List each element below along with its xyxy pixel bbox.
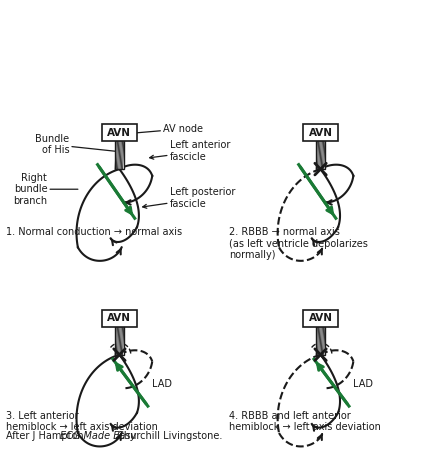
FancyBboxPatch shape <box>303 310 338 327</box>
Text: 1. Normal conduction → normal axis: 1. Normal conduction → normal axis <box>6 227 182 237</box>
Text: ECG Made Easy: ECG Made Easy <box>60 431 137 441</box>
FancyBboxPatch shape <box>303 124 338 141</box>
FancyBboxPatch shape <box>316 140 325 169</box>
Text: AVN: AVN <box>308 313 333 323</box>
Text: AVN: AVN <box>107 128 132 138</box>
Text: LAD: LAD <box>353 379 374 389</box>
Text: Churchill Livingstone.: Churchill Livingstone. <box>114 431 223 441</box>
Text: After J Hampton: After J Hampton <box>6 431 87 441</box>
Text: AVN: AVN <box>107 313 132 323</box>
Text: Bundle
of His: Bundle of His <box>35 134 115 155</box>
Text: 3. Left anterior
hemiblock → left axis deviation: 3. Left anterior hemiblock → left axis d… <box>6 410 158 432</box>
Text: Left anterior
fascicle: Left anterior fascicle <box>150 140 230 162</box>
FancyBboxPatch shape <box>316 326 325 355</box>
Text: Right
bundle
branch: Right bundle branch <box>13 173 78 206</box>
Text: AVN: AVN <box>308 128 333 138</box>
Text: 4. RBBB and left anterior
hemiblock → left axis deviation: 4. RBBB and left anterior hemiblock → le… <box>229 410 381 432</box>
Text: 2. RBBB → normal axis
(as left ventricle depolarizes
normally): 2. RBBB → normal axis (as left ventricle… <box>229 227 367 261</box>
FancyBboxPatch shape <box>115 140 124 169</box>
FancyBboxPatch shape <box>102 310 137 327</box>
Text: LAD: LAD <box>152 379 172 389</box>
FancyBboxPatch shape <box>115 326 124 355</box>
Text: AV node: AV node <box>136 124 203 134</box>
Text: Left posterior
fascicle: Left posterior fascicle <box>143 187 235 209</box>
FancyBboxPatch shape <box>102 124 137 141</box>
